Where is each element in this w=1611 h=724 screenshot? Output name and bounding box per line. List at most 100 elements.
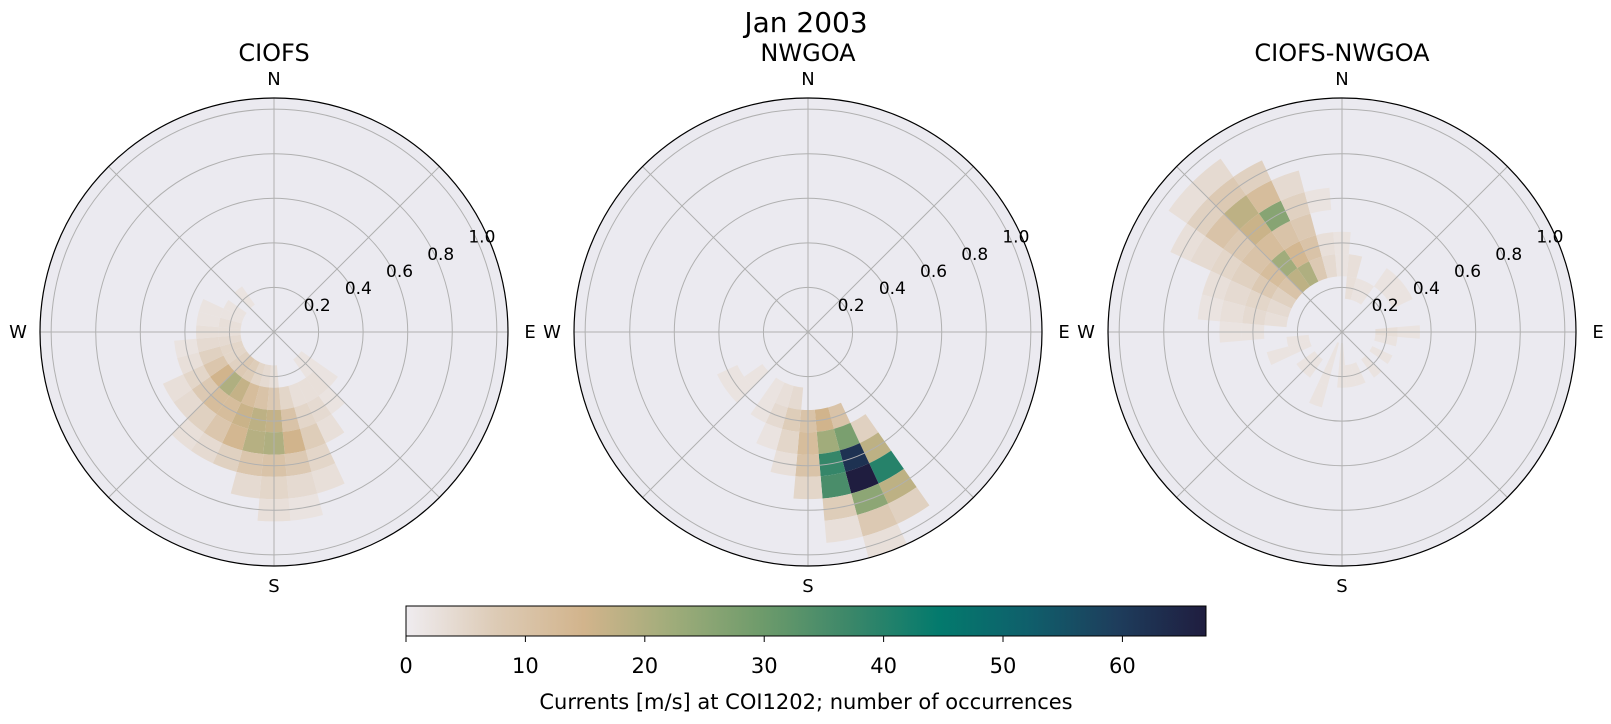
bin-cell [187,402,217,433]
bin-cell [282,428,306,455]
radial-tick-label: 1.0 [468,228,495,248]
bin-cell [763,377,785,403]
bin-cell [316,414,345,444]
bin-cell [1266,346,1292,365]
panel-title: CIOFS [238,39,309,67]
colorbar-tick-label: 60 [1109,654,1136,678]
figure-title: Jan 2003 [742,6,867,39]
bin-cell [253,385,270,410]
bin-cell [750,395,776,423]
bin-cell [297,351,320,372]
polar-frame [1107,97,1577,567]
bin-cell [725,376,753,403]
direction-label-n: N [801,69,814,90]
polar-grid [1108,98,1576,566]
bin-cell [1346,254,1363,279]
bin-cell [1271,249,1298,277]
radial-tick-label: 0.8 [961,245,988,265]
panel-title: NWGOA [760,39,856,67]
bin-cell [1309,256,1328,282]
grid-spoke [108,166,275,333]
radial-tick-label: 0.2 [838,296,865,316]
grid-spoke [273,331,440,498]
bin-cell [1190,236,1224,271]
bin-cell [850,414,879,444]
direction-label-e: E [524,322,535,343]
bin-cell [311,463,345,494]
bin-cell [203,387,230,415]
bin-cell [1278,276,1303,301]
bin-cell [223,346,247,364]
bin-cell [744,363,769,388]
bin-cell [241,382,260,408]
grid-spoke [642,166,809,333]
grid-spoke [1176,166,1343,333]
bin-cell [218,371,243,396]
bin-cell [299,422,326,451]
bin-cell [1373,268,1398,293]
grid-spoke [642,331,809,498]
bin-cell [198,299,224,318]
bin-cell [1387,287,1413,309]
bin-cell [1356,281,1374,305]
bin-cell [1205,213,1240,249]
bin-cell [1192,158,1234,199]
radial-tick-label: 1.0 [1002,228,1029,248]
colorbar-label: Currents [m/s] at COI1202; number of occ… [539,690,1072,714]
bin-cell [203,355,229,377]
bin-cell [318,387,345,415]
radial-tick-label: 0.2 [304,296,331,316]
direction-label-w: W [1077,322,1095,343]
bin-cell [196,311,221,328]
polar-panels: 0.2 0.4 0.6 0.8 1.0 N E S W CIOFS 0.2 0.4 0.6 0.8 1.0 N… [9,39,1604,597]
bin-cell [1381,276,1406,301]
colorbar: 0 10 20 30 40 50 60 Currents [m/s] at COI1202;… [399,605,1207,714]
bin-cell [223,300,247,318]
bin-cell [1223,195,1259,230]
panel-title: CIOFS-NWGOA [1254,39,1430,67]
bin-cell [1271,220,1300,250]
direction-label-n: N [267,69,280,90]
bin-cell [1284,241,1310,269]
bin-cell [196,336,221,353]
bin-cell [1168,182,1209,224]
bin-cell [1361,355,1382,378]
bin-cell [305,371,330,396]
bin-cell [1241,245,1272,275]
bin-cell [756,422,783,451]
histogram-bins [1168,158,1421,408]
radial-tick-label: 1.0 [1536,228,1563,248]
bin-cell [820,471,852,499]
histogram-bins [162,286,345,522]
bin-cell [216,395,242,423]
bin-cell [1327,342,1340,365]
bin-cell [1255,231,1285,262]
bin-cell [776,428,800,455]
radial-tick-label: 0.6 [386,262,413,282]
direction-label-s: S [1336,576,1347,597]
bin-cell [1271,287,1297,309]
direction-label-n: N [1335,69,1348,90]
polar-panel-3: 0.2 0.4 0.6 0.8 1.0 N E S W CIOFS-NWGOA [1077,39,1604,597]
radial-tick-label: 0.4 [879,279,906,299]
bin-cell [1266,299,1292,318]
polar-frame [573,97,1043,567]
colorbar-tick-label: 0 [399,654,412,678]
bin-cell [1286,268,1311,293]
bin-cell [1223,280,1252,307]
bin-cell [845,463,879,494]
bin-cell [288,382,307,408]
grid-spoke [1341,166,1508,333]
bin-cell [230,471,262,499]
bin-cell [234,286,255,309]
bin-cell [816,428,840,455]
bin-cell [222,422,249,451]
bin-cell [717,364,745,390]
bin-cell [198,346,224,365]
colorbar-tick-label: 30 [751,654,778,678]
radial-tick-label: 0.8 [1495,245,1522,265]
bin-cell [1259,261,1287,288]
polar-grid [574,98,1042,566]
bin-cell [191,376,219,403]
